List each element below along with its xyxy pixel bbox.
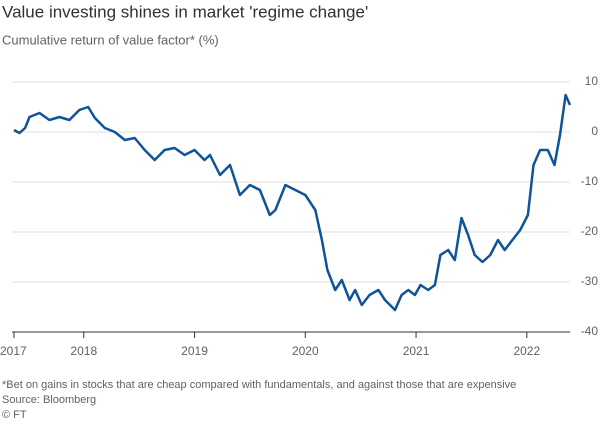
y-tick-label: 10 — [585, 74, 599, 88]
chart-subtitle: Cumulative return of value factor* (%) — [2, 32, 219, 47]
chart-title: Value investing shines in market 'regime… — [2, 2, 368, 21]
x-tick-label: 2020 — [292, 344, 319, 358]
credit: © FT — [2, 409, 27, 421]
y-tick-label: -30 — [581, 274, 599, 288]
y-tick-label: -10 — [581, 174, 599, 188]
x-tick-label: 2019 — [181, 344, 208, 358]
data-line — [13, 93, 572, 312]
y-tick-label: 0 — [591, 124, 598, 138]
source: Source: Bloomberg — [2, 394, 96, 406]
footnote: *Bet on gains in stocks that are cheap c… — [2, 379, 516, 391]
x-tick-label: 2017 — [0, 344, 27, 358]
x-tick-label: 2022 — [513, 344, 540, 358]
y-tick-label: -20 — [581, 224, 599, 238]
x-tick-label: 2018 — [70, 344, 97, 358]
y-tick-label: -40 — [581, 324, 599, 338]
x-tick-label: 2021 — [403, 344, 430, 358]
